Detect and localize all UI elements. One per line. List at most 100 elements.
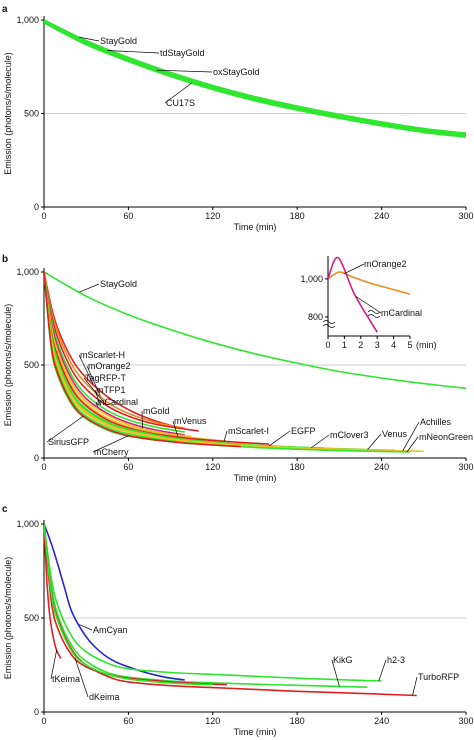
series-leader bbox=[268, 430, 291, 447]
series-leader bbox=[79, 283, 100, 293]
series-leader bbox=[79, 624, 93, 631]
series-leader bbox=[164, 82, 192, 104]
series-leader bbox=[367, 433, 382, 450]
x-tick-label: 120 bbox=[205, 211, 220, 221]
series-line-mscarlet-i bbox=[44, 271, 270, 445]
y-tick-label: 500 bbox=[24, 613, 39, 623]
series-label: mCardinal bbox=[97, 397, 138, 407]
x-tick-label: 300 bbox=[458, 716, 473, 726]
series-label: StayGold bbox=[100, 279, 137, 289]
series-leader bbox=[331, 659, 340, 687]
series-leader bbox=[94, 389, 101, 406]
panel-letter: a bbox=[2, 4, 8, 15]
series-leader bbox=[92, 435, 129, 453]
series-line-h2-3 bbox=[44, 523, 382, 682]
x-tick-label: 240 bbox=[374, 211, 389, 221]
inset-x-label: (min) bbox=[416, 340, 437, 350]
inset-chart: 1,000 800 0 1 2 3 4 5 (min) mOrange2 mCardinal bbox=[300, 256, 437, 350]
inset-series-label: mOrange2 bbox=[364, 259, 407, 269]
x-tick-label: 180 bbox=[290, 211, 305, 221]
series-line-staygold bbox=[44, 19, 466, 134]
series-line-kikg bbox=[44, 523, 368, 688]
x-tick-label: 60 bbox=[123, 716, 133, 726]
series-label: mGold bbox=[143, 406, 170, 416]
x-tick-label: 0 bbox=[41, 462, 46, 472]
series-label: mScarlet-I bbox=[228, 426, 269, 436]
series-leader bbox=[156, 69, 213, 73]
inset-y-tick-label: 800 bbox=[308, 312, 323, 322]
y-tick-label: 0 bbox=[34, 453, 39, 463]
series-leader bbox=[46, 415, 84, 443]
y-tick-label: 500 bbox=[24, 360, 39, 370]
series-group bbox=[44, 271, 466, 453]
series-line-staygold bbox=[44, 271, 466, 390]
series-label: mTFP1 bbox=[96, 385, 126, 395]
series-leader bbox=[378, 659, 387, 682]
series-label: Venus bbox=[382, 429, 408, 439]
series-label: EGFP bbox=[291, 426, 316, 436]
series-line-mneongreen bbox=[44, 271, 410, 453]
series-leader bbox=[86, 365, 101, 397]
series-label: mClover3 bbox=[330, 430, 369, 440]
inset-series-line-morange2 bbox=[328, 271, 411, 295]
x-tick-label: 180 bbox=[290, 716, 305, 726]
panel-a: a 0 500 1,000 0 60 120 180 240 300 Time (min) Emiss… bbox=[2, 4, 474, 232]
y-axis-label: Emission (photons/s/molecule) bbox=[3, 304, 13, 427]
series-leader bbox=[95, 401, 98, 407]
y-tick-label: 500 bbox=[24, 109, 39, 119]
series-leader bbox=[79, 36, 100, 42]
x-tick-label: 0 bbox=[41, 211, 46, 221]
series-label: KikG bbox=[333, 655, 353, 665]
series-label: CU17S bbox=[166, 98, 195, 108]
series-label: SiriusGFP bbox=[48, 437, 89, 447]
series-leader bbox=[74, 657, 89, 698]
x-tick-label: 300 bbox=[458, 462, 473, 472]
series-label: Achilles bbox=[420, 417, 452, 427]
series-group bbox=[44, 523, 417, 697]
series-leader bbox=[78, 354, 94, 385]
series-line-dkeima bbox=[44, 523, 227, 686]
series-leader bbox=[311, 434, 330, 449]
panel-letter: c bbox=[2, 504, 8, 515]
series-label: TurboRFP bbox=[418, 672, 459, 682]
x-axis-label: Time (min) bbox=[234, 727, 277, 737]
inset-y-tick-label: 1,000 bbox=[300, 274, 323, 284]
y-axis-label: Emission (photons/s/molecule) bbox=[3, 557, 13, 680]
inset-x-tick-label: 4 bbox=[391, 340, 396, 350]
y-tick-label: 0 bbox=[34, 202, 39, 212]
series-label: mOrange2 bbox=[88, 361, 131, 371]
x-axis-label: Time (min) bbox=[234, 473, 277, 483]
x-tick-label: 120 bbox=[205, 716, 220, 726]
x-tick-label: 0 bbox=[41, 716, 46, 726]
inset-x-tick-label: 0 bbox=[325, 340, 330, 350]
inset-series-label: mCardinal bbox=[381, 308, 422, 318]
inset-x-tick-label: 2 bbox=[358, 340, 363, 350]
series-line-cu17s bbox=[44, 22, 466, 138]
x-tick-label: 240 bbox=[374, 716, 389, 726]
series-label: mScarlet-H bbox=[80, 350, 125, 360]
x-tick-label: 300 bbox=[458, 211, 473, 221]
y-tick-label: 0 bbox=[34, 707, 39, 717]
inset-x-tick-label: 5 bbox=[407, 340, 412, 350]
series-line-achilles bbox=[44, 271, 424, 453]
panel-c: c 0 500 1,000 0 60 120 180 240 300 Time (min) Emiss… bbox=[2, 504, 474, 737]
series-line-morange2 bbox=[44, 271, 185, 429]
line-break-icon bbox=[367, 310, 381, 318]
series-line-mscarlet-h bbox=[44, 271, 171, 427]
inset-x-tick-label: 1 bbox=[342, 340, 347, 350]
series-leader bbox=[107, 50, 160, 54]
series-leader bbox=[223, 430, 228, 442]
x-tick-label: 60 bbox=[123, 462, 133, 472]
y-tick-label: 1,000 bbox=[16, 15, 39, 25]
series-line-amcyan bbox=[44, 523, 185, 681]
series-group bbox=[44, 19, 466, 138]
inset-leader bbox=[355, 296, 382, 314]
series-leader bbox=[412, 676, 418, 696]
series-label: tKeima bbox=[52, 674, 80, 684]
inset-series-line-mcardinal bbox=[328, 256, 378, 333]
series-line-tagrfp-t bbox=[44, 271, 199, 432]
y-tick-label: 1,000 bbox=[16, 267, 39, 277]
series-line-unlabeled bbox=[44, 523, 213, 686]
